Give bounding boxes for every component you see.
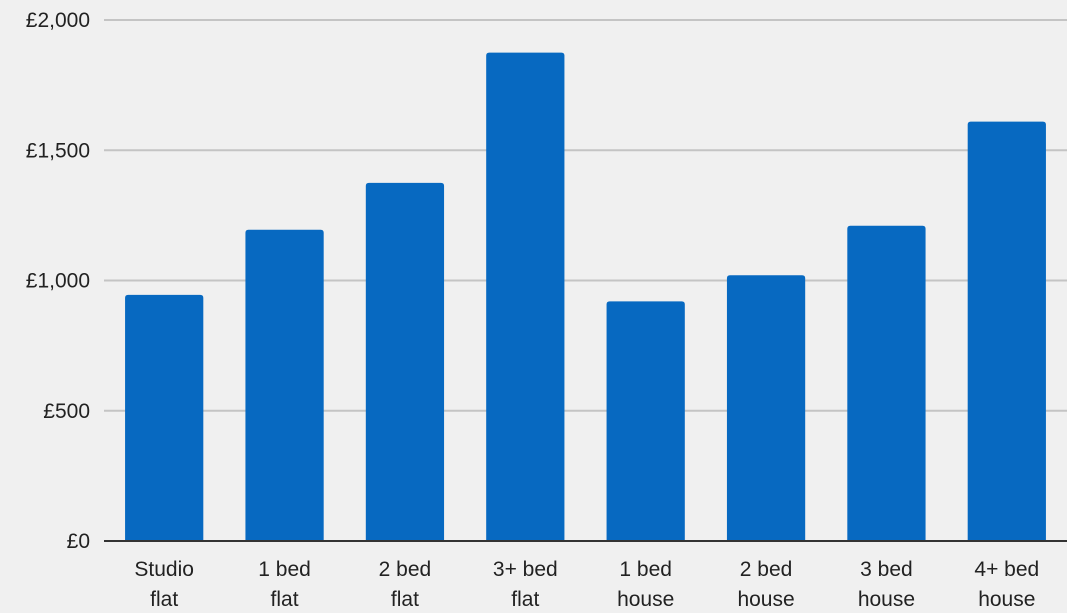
x-tick-label-line: flat xyxy=(391,588,419,608)
x-tick-label: 3 bed house xyxy=(858,558,915,608)
x-tick-label-line: house xyxy=(617,588,674,608)
x-tick-label: Studio flat xyxy=(134,558,194,608)
x-tick-label-line: 3+ bed xyxy=(493,558,558,581)
x-tick-label-line: 2 bed xyxy=(740,558,793,581)
y-tick-label: £500 xyxy=(43,400,90,423)
y-tick-label: £2,000 xyxy=(26,9,90,32)
x-tick-label-line: 4+ bed xyxy=(974,558,1039,581)
bar xyxy=(125,294,204,541)
x-tick-label-line: house xyxy=(737,588,794,608)
x-tick-label-line: Studio xyxy=(134,558,194,581)
bar xyxy=(245,229,324,541)
x-tick-label: 2 bed house xyxy=(737,558,794,608)
bar xyxy=(486,52,565,541)
y-tick-label: £0 xyxy=(67,530,90,553)
y-tick-label: £1,000 xyxy=(26,270,90,293)
x-tick-label-line: flat xyxy=(511,588,539,608)
x-tick-label-line: house xyxy=(858,588,915,608)
x-tick-label-line: flat xyxy=(150,588,178,608)
x-tick-label: 3+ bed flat xyxy=(493,558,558,608)
x-tick-label-line: 1 bed xyxy=(258,558,311,581)
x-tick-label-line: 2 bed xyxy=(379,558,432,581)
x-tick-label-line: flat xyxy=(271,588,299,608)
bars xyxy=(125,52,1046,542)
y-axis-ticks: £0 £500 £1,000 £1,500 £2,000 xyxy=(26,9,90,553)
bar xyxy=(847,225,926,542)
x-tick-label-line: 1 bed xyxy=(619,558,672,581)
x-tick-label: 4+ bed house xyxy=(974,558,1039,608)
x-tick-label-line: 3 bed xyxy=(860,558,913,581)
x-tick-label-line: house xyxy=(978,588,1035,608)
bar xyxy=(967,121,1046,541)
x-tick-label: 1 bed flat xyxy=(258,558,311,608)
bar xyxy=(365,182,445,541)
x-tick-label: 1 bed house xyxy=(617,558,674,608)
bar xyxy=(606,301,685,541)
bar xyxy=(726,275,806,541)
x-tick-label: 2 bed flat xyxy=(379,558,432,608)
y-tick-label: £1,500 xyxy=(26,139,90,162)
